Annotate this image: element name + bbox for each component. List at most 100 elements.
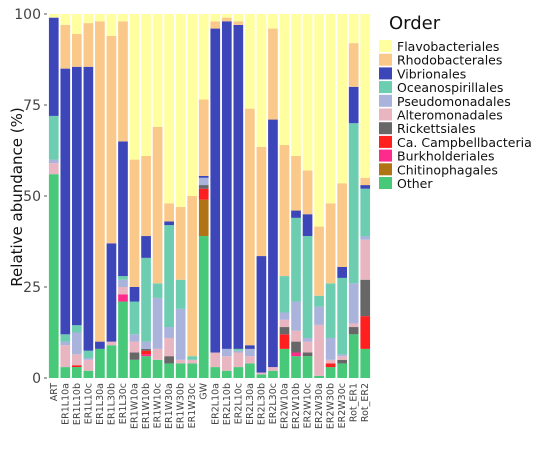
y-axis: 0 25 50 75 100 xyxy=(14,7,47,387)
bar-segment xyxy=(233,24,244,349)
legend-label: Rhodobacterales xyxy=(397,53,502,68)
x-tick-label: ER2L10a xyxy=(210,383,221,425)
bar-segment xyxy=(48,14,59,18)
bar-segment xyxy=(360,14,371,178)
bar-segment xyxy=(95,14,105,22)
bar-segment xyxy=(95,341,105,349)
legend-label: Oceanospirillales xyxy=(397,80,503,95)
bar-segment xyxy=(152,283,163,298)
x-tick-label: ER1W30c xyxy=(187,383,198,428)
x-tick-label: ER1L10c xyxy=(83,383,94,424)
bar-segment xyxy=(198,185,209,189)
x-tick-label: ER1W10c xyxy=(153,383,164,428)
x-tick-label: ER2L10b xyxy=(222,383,233,425)
bar-segment xyxy=(106,14,117,36)
bar-segment xyxy=(71,325,82,333)
bar-segment xyxy=(279,334,290,349)
bar-segment xyxy=(245,108,255,346)
bar-segment xyxy=(233,14,244,22)
bar-segment xyxy=(360,239,371,280)
bar-segment xyxy=(83,14,94,24)
y-tick-label: 100 xyxy=(14,7,41,23)
bar-segment xyxy=(325,337,336,360)
legend-label: Flavobacteriales xyxy=(397,39,499,54)
y-tick-label: 50 xyxy=(23,189,41,205)
legend-swatch xyxy=(379,40,392,52)
bar-segment xyxy=(71,367,82,378)
x-tick-label: GW xyxy=(199,382,210,399)
x-tick-label: ER1L30b xyxy=(106,383,117,425)
bar-segment xyxy=(175,14,186,207)
bar-segment xyxy=(302,236,313,338)
bar-segment xyxy=(348,14,359,44)
bars xyxy=(48,14,371,378)
bar-segment xyxy=(337,183,348,267)
legend-swatch xyxy=(379,149,392,162)
bar-segment xyxy=(71,66,82,326)
x-tick-label: ER2W30c xyxy=(337,383,348,428)
x-tick-label: ER2L10c xyxy=(233,383,244,424)
bar-segment xyxy=(268,14,278,29)
bar-segment xyxy=(71,34,82,67)
legend-label: Vibrionales xyxy=(397,66,466,81)
bar-segment xyxy=(83,350,94,358)
x-tick-label: ER1L10b xyxy=(72,383,83,425)
bar-segment xyxy=(302,337,313,342)
x-tick-label: ER1W30a xyxy=(164,383,175,429)
bar-segment xyxy=(325,203,336,284)
bar-segment xyxy=(129,341,140,353)
bar-segment xyxy=(129,14,140,160)
bar-segment xyxy=(164,225,174,328)
bar-segment xyxy=(175,308,186,360)
bar-segment xyxy=(325,367,336,378)
bar-segment xyxy=(337,354,348,357)
bar-segment xyxy=(60,367,71,378)
bar-segment xyxy=(71,332,82,355)
bar-segment xyxy=(314,306,324,325)
bar-segment xyxy=(164,14,174,204)
legend-swatch xyxy=(379,94,392,107)
bar-segment xyxy=(118,294,128,302)
x-tick-label: ER1W30b xyxy=(176,383,187,429)
bar-segment xyxy=(302,170,313,215)
bar-segment xyxy=(48,163,59,175)
bar-segment xyxy=(83,23,94,67)
x-tick-label: ER2W10a xyxy=(279,383,290,429)
y-tick-label: 0 xyxy=(32,371,41,387)
bar-segment xyxy=(337,356,348,360)
x-tick-label: ER1L30c xyxy=(118,383,129,424)
bar-segment xyxy=(118,279,128,287)
bar-segment xyxy=(221,348,232,357)
bar-segment xyxy=(187,356,198,360)
bar-segment xyxy=(106,341,117,346)
bar-segment xyxy=(210,28,221,353)
bar-segment xyxy=(152,126,163,284)
x-tick-label: Rot_ER1 xyxy=(349,383,360,422)
bar-segment xyxy=(325,14,336,204)
bar-segment xyxy=(256,374,267,378)
x-tick-label: ER2L30b xyxy=(256,383,267,425)
legend-label: Rickettsiales xyxy=(397,121,476,136)
bar-segment xyxy=(129,301,140,335)
bar-segment xyxy=(233,21,244,25)
bar-segment xyxy=(198,177,209,186)
bar-segment xyxy=(198,99,209,176)
x-tick-label: ER2W10b xyxy=(291,383,302,429)
bar-segment xyxy=(210,367,221,378)
bar-segment xyxy=(245,356,255,364)
bar-segment xyxy=(221,17,232,22)
bar-segment xyxy=(141,350,151,355)
x-tick-label: ER1L10a xyxy=(60,383,71,425)
bar-segment xyxy=(164,337,174,357)
bar-segment xyxy=(348,123,359,284)
bar-segment xyxy=(60,341,71,346)
bar-segment xyxy=(95,348,105,378)
x-tick-label: ER1L30a xyxy=(95,383,106,425)
bar-segment xyxy=(233,352,244,368)
bar-segment xyxy=(348,334,359,378)
bar-segment xyxy=(141,356,151,378)
x-tick-label: ER2L30a xyxy=(245,383,256,425)
legend-swatch xyxy=(379,177,392,189)
bar-segment xyxy=(129,359,140,378)
